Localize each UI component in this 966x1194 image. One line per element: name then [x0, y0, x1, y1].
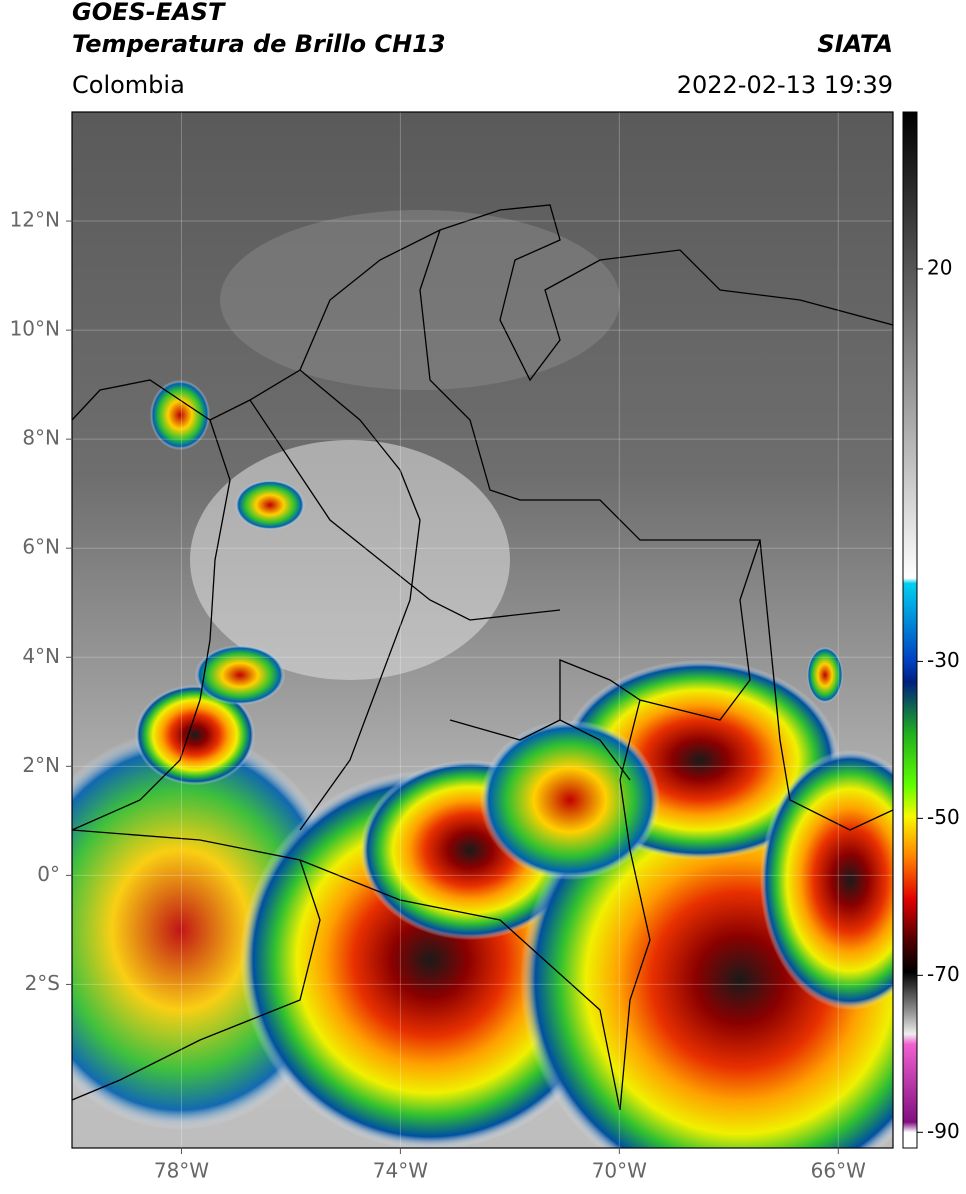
colorbar — [902, 111, 918, 1149]
y-tick-label: 6°N — [22, 535, 60, 559]
map-frame — [71, 111, 894, 1149]
source: SIATA — [817, 30, 893, 58]
product: Temperatura de Brillo CH13 — [72, 30, 446, 58]
datetime: 2022-02-13 19:39 — [677, 71, 893, 99]
colorbar-tick-label: -50 — [927, 805, 960, 829]
y-tick-label: 0° — [37, 862, 60, 886]
x-tick-label: 66°W — [811, 1159, 866, 1183]
x-tick-label: 74°W — [373, 1159, 428, 1183]
y-tick-label: 2°N — [22, 753, 60, 777]
colorbar-tick-label: 20 — [927, 255, 952, 279]
x-tick-label: 70°W — [592, 1159, 647, 1183]
graticule — [72, 112, 893, 1148]
colorbar-tick-label: -90 — [927, 1119, 960, 1143]
imagery — [72, 112, 893, 1148]
region: Colombia — [72, 71, 185, 99]
y-tick-label: 2°S — [25, 971, 60, 995]
colorbar-tick-label: -30 — [927, 648, 960, 672]
y-tick-label: 10°N — [10, 317, 60, 341]
y-tick-label: 4°N — [22, 644, 60, 668]
y-tick-label: 8°N — [22, 426, 60, 450]
satellite: GOES-EAST — [72, 0, 226, 26]
y-tick-label: 12°N — [10, 208, 60, 232]
colorbar-tick-label: -70 — [927, 962, 960, 986]
x-tick-label: 78°W — [154, 1159, 209, 1183]
